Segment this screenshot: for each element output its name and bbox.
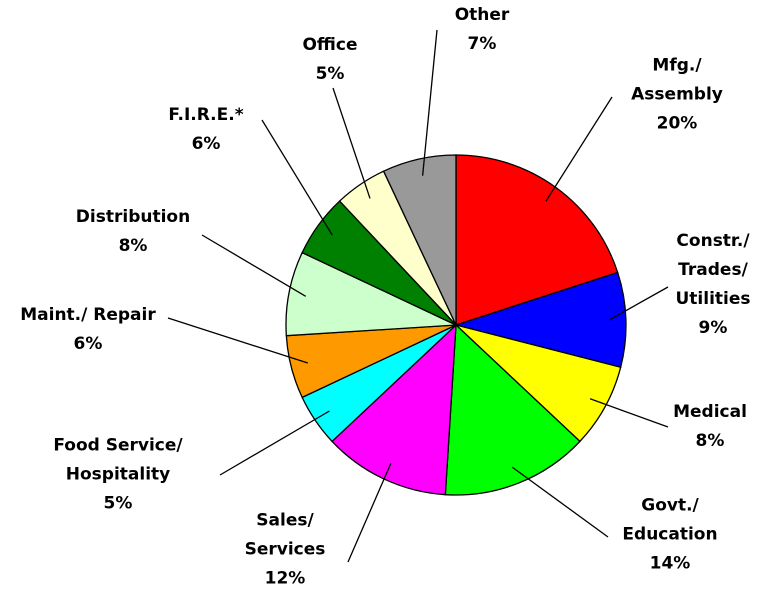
leader-line <box>608 286 669 321</box>
pie-slice <box>453 271 627 369</box>
pie-slice <box>382 154 457 326</box>
leader-line <box>545 96 613 202</box>
value-label: 7% <box>467 34 497 54</box>
leader-line <box>219 410 330 476</box>
value-label: 12% <box>264 568 306 589</box>
slice-label: Maint./ Repair 6% <box>20 301 156 359</box>
slice-label: Distribution 8% <box>76 203 190 261</box>
slice-label: Food Service/ Hospitality 5% <box>53 432 182 519</box>
leader-line <box>201 234 307 297</box>
value-label: 5% <box>103 493 133 514</box>
category-label: F.I.R.E.* <box>168 105 244 125</box>
pie-slice <box>444 323 581 496</box>
value-label: 5% <box>315 64 345 84</box>
category-label: Other <box>454 5 510 25</box>
value-label: 20% <box>656 113 698 134</box>
category-label: Distribution <box>75 207 191 227</box>
category-label: Medical <box>673 402 747 422</box>
leader-line <box>421 29 438 176</box>
leader-line <box>511 466 609 538</box>
slice-label: Mfg./ Assembly 20% <box>631 52 723 139</box>
leader-line <box>332 87 371 199</box>
slice-label: Medical 8% <box>673 398 747 456</box>
category-label: Mfg./ Assembly <box>631 55 723 105</box>
category-label: Food Service/ Hospitality <box>53 435 183 485</box>
value-label: 8% <box>118 236 148 256</box>
leader-line <box>347 463 392 563</box>
category-label: Govt./ Education <box>622 495 718 545</box>
leader-line <box>261 119 333 236</box>
slice-label: Constr./ Trades/ Utilities 9% <box>675 227 750 343</box>
leader-line <box>589 398 669 428</box>
leader-line <box>167 317 309 364</box>
value-label: 6% <box>73 334 103 354</box>
slice-label: Sales/ Services 12% <box>245 507 326 594</box>
slice-label: Other 7% <box>455 1 510 59</box>
pie-slice <box>455 154 619 326</box>
category-label: Sales/ Services <box>244 510 326 560</box>
slice-label: F.I.R.E.* 6% <box>168 101 243 159</box>
value-label: 8% <box>695 431 725 451</box>
slice-label: Govt./ Education 14% <box>622 492 717 579</box>
value-label: 6% <box>191 134 221 154</box>
category-label: Maint./ Repair <box>20 305 156 325</box>
category-label: Constr./ Trades/ Utilities <box>675 231 751 309</box>
slice-label: Office 5% <box>302 31 357 89</box>
category-label: Office <box>302 35 358 55</box>
value-label: 9% <box>698 318 728 338</box>
value-label: 14% <box>649 553 691 574</box>
